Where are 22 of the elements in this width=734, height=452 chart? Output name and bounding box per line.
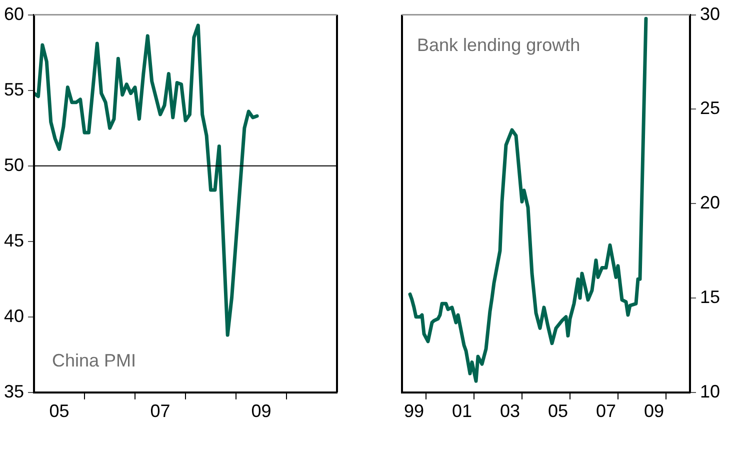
text: Bank lending growth [417, 34, 580, 55]
y2-tick-label: 25 [700, 98, 720, 118]
x-tick-label: 05 [548, 401, 568, 422]
y-tick-label: 55 [4, 79, 24, 100]
y2-tick-label: 30 [700, 4, 720, 24]
x-tick-label: 99 [404, 401, 424, 422]
y-tick-label: 40 [4, 306, 24, 326]
x-tick-label: 09 [251, 401, 272, 422]
y2-tick-label: 15 [700, 286, 720, 307]
y2-tick-label: 10 [700, 381, 720, 402]
y-tick-label: 45 [4, 230, 24, 250]
y-tick-label: 35 [4, 381, 24, 402]
x-tick-label: 09 [644, 401, 664, 422]
y-tick-label: 60 [4, 4, 24, 24]
x-tick-label: 07 [596, 401, 616, 422]
text: China PMI [52, 350, 136, 370]
x-tick-label: 03 [500, 401, 520, 422]
y2-tick-label: 20 [700, 192, 720, 213]
y-tick-label: 50 [4, 154, 24, 175]
x-tick-label: 07 [150, 401, 170, 422]
x-tick-label: 05 [49, 401, 70, 422]
x-tick-label: 01 [452, 401, 472, 422]
